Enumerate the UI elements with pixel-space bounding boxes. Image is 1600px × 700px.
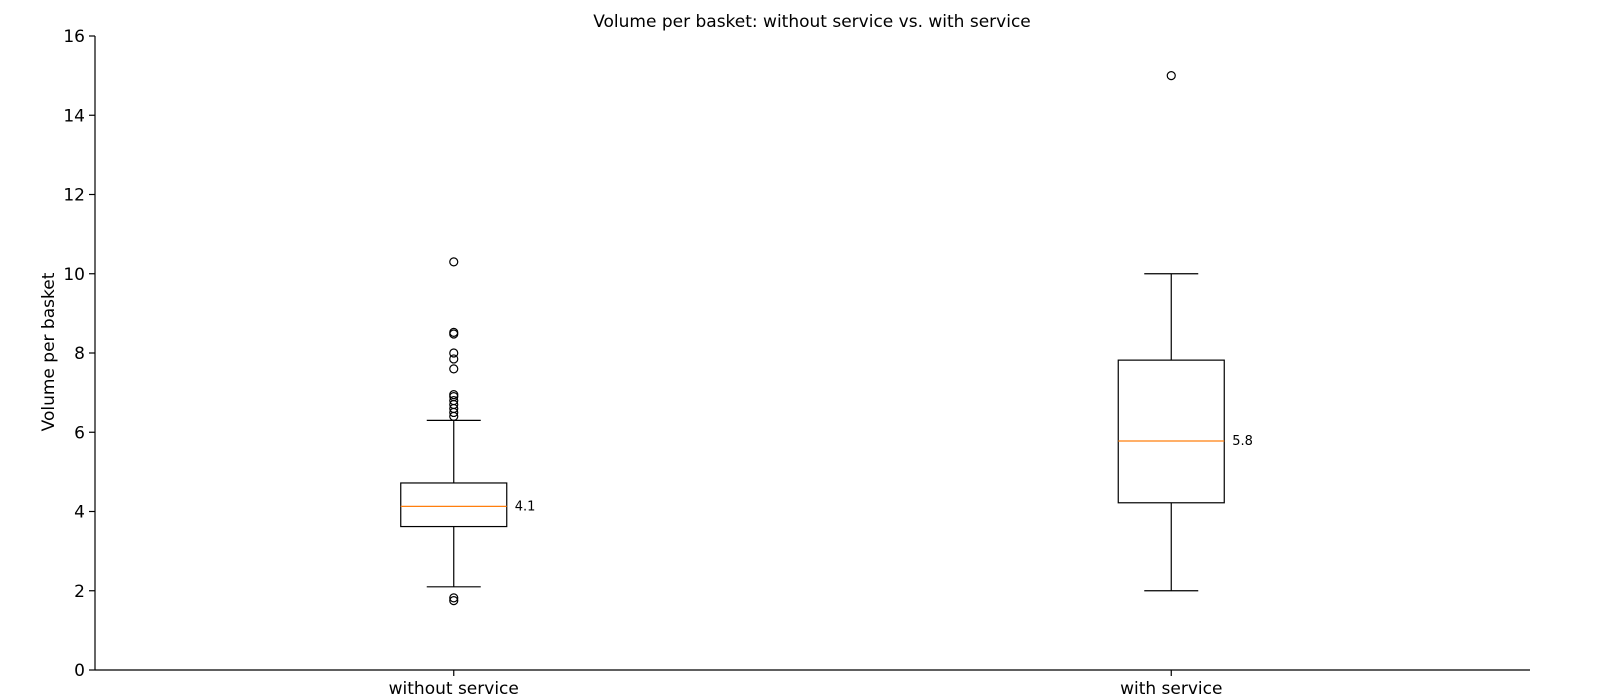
median-label: 4.1 bbox=[515, 499, 536, 514]
outlier-point bbox=[449, 348, 459, 358]
y-tick-label: 14 bbox=[63, 106, 85, 126]
y-tick-label: 12 bbox=[63, 186, 85, 206]
outlier-point bbox=[1166, 71, 1176, 81]
box-series: 4.1 5.8 bbox=[400, 71, 1253, 606]
x-tick-label: without service bbox=[389, 679, 519, 699]
box-iqr bbox=[1117, 359, 1225, 504]
y-tick-label: 10 bbox=[63, 265, 85, 285]
chart-title: Volume per basket: without service vs. w… bbox=[593, 12, 1031, 32]
y-tick-label: 8 bbox=[74, 344, 85, 364]
y-axis-ticks: 0 2 4 6 8 10 12 14 16 bbox=[63, 27, 95, 681]
outlier-point bbox=[449, 596, 459, 606]
box-group: 5.8 bbox=[1117, 71, 1253, 592]
x-axis-ticks: without service with service bbox=[389, 670, 1222, 699]
outlier-point bbox=[449, 593, 459, 603]
y-tick-label: 16 bbox=[63, 27, 85, 47]
outlier-point bbox=[449, 395, 459, 406]
y-tick-label: 0 bbox=[74, 661, 85, 681]
outlier-point bbox=[449, 327, 459, 337]
axes bbox=[94, 36, 1530, 671]
box-group: 4.1 bbox=[400, 257, 536, 606]
y-axis-label: Volume per basket bbox=[39, 272, 59, 431]
median-label: 5.8 bbox=[1232, 434, 1253, 449]
y-tick-label: 2 bbox=[74, 582, 85, 602]
box-iqr bbox=[400, 482, 508, 528]
outlier-point bbox=[449, 390, 459, 400]
y-tick-label: 4 bbox=[74, 503, 85, 523]
y-tick-label: 6 bbox=[74, 423, 85, 443]
x-tick-label: with service bbox=[1120, 679, 1222, 699]
outlier-point bbox=[449, 364, 459, 374]
outlier-point bbox=[449, 257, 459, 267]
outlier-point bbox=[449, 354, 459, 364]
